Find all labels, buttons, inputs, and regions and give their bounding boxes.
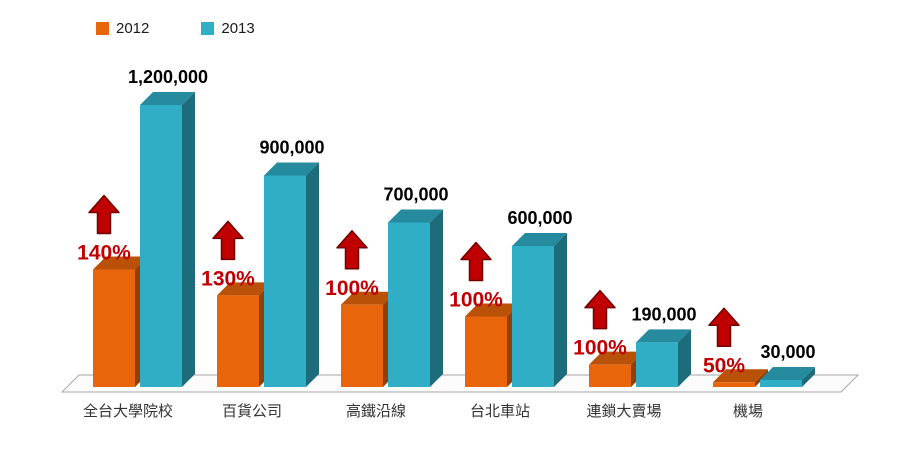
growth-label-2: 100% — [325, 277, 379, 300]
bar-2013-1-top — [264, 162, 319, 176]
bar-2013-4-front — [636, 342, 678, 387]
chart-legend: 2012 2013 — [96, 20, 255, 37]
bar-2012-4-top — [589, 351, 644, 365]
bar-2013-5-top — [760, 366, 815, 380]
bar-2013-5-front — [760, 379, 802, 387]
bar-2013-4-top — [636, 329, 691, 343]
value-label-2013-1: 900,000 — [259, 138, 324, 158]
category-label-5: 機場 — [733, 403, 763, 420]
bar-2012-2-top — [341, 291, 396, 305]
bar-2013-1-side — [306, 162, 319, 387]
legend-swatch-2012-icon — [96, 22, 109, 35]
bar-2013-1-front — [264, 175, 306, 387]
bar-2013-0-front — [140, 105, 182, 387]
bar-2013-2-front — [388, 222, 430, 387]
growth-arrow-icon-0 — [88, 194, 120, 235]
bar-2013-4-side — [678, 329, 691, 387]
growth-arrow-icon-1 — [212, 220, 244, 261]
bar-2012-0-front — [93, 269, 135, 387]
bar-2012-2-front — [341, 304, 383, 387]
bar-2012-3-top — [465, 303, 520, 317]
growth-arrow-icon-3 — [460, 241, 492, 282]
legend-item-2012: 2012 — [96, 20, 149, 37]
growth-arrow-icon-5 — [708, 307, 740, 348]
legend-item-2013: 2013 — [201, 20, 255, 37]
bar-2013-2-side — [430, 209, 443, 387]
category-label-1: 百貨公司 — [222, 403, 282, 420]
bar-2013-0-side — [182, 92, 195, 387]
value-label-2013-3: 600,000 — [507, 208, 572, 228]
bar-2012-5-top — [713, 369, 768, 383]
bar-2012-1-top — [217, 282, 272, 296]
category-label-4: 連鎖大賣場 — [586, 403, 661, 420]
growth-label-5: 50% — [703, 354, 745, 377]
value-label-2013-4: 190,000 — [631, 304, 696, 324]
legend-label-2013: 2013 — [221, 20, 255, 37]
growth-label-3: 100% — [449, 289, 503, 312]
growth-label-1: 130% — [201, 267, 255, 290]
value-label-2013-2: 700,000 — [383, 185, 448, 205]
value-label-2013-5: 30,000 — [760, 342, 815, 362]
bar-2012-5-front — [713, 382, 755, 387]
bar-2012-1-front — [217, 295, 259, 387]
category-label-3: 台北車站 — [470, 403, 530, 420]
category-label-2: 高鐵沿線 — [346, 402, 406, 420]
bar-2013-3-top — [512, 233, 567, 246]
bar-2013-2-top — [388, 209, 443, 223]
growth-label-0: 140% — [77, 242, 131, 265]
growth-label-4: 100% — [573, 337, 627, 360]
category-label-0: 全台大學院校 — [83, 402, 173, 420]
bar-2012-4-front — [589, 364, 631, 387]
bar-2013-3-front — [512, 246, 554, 387]
value-label-2013-0: 1,200,000 — [128, 67, 208, 87]
bar-2012-5-side — [755, 369, 768, 387]
legend-swatch-2013-icon — [201, 22, 215, 35]
legend-label-2012: 2012 — [116, 20, 150, 37]
bar-2013-0-top — [140, 92, 195, 105]
growth-arrow-icon-2 — [336, 230, 368, 270]
bar-2013-3-side — [554, 233, 567, 387]
growth-arrow-icon-4 — [584, 289, 616, 330]
bar-2012-0-top — [93, 256, 148, 270]
bar-2013-5-side — [802, 366, 815, 387]
bar-2012-3-front — [465, 316, 507, 387]
